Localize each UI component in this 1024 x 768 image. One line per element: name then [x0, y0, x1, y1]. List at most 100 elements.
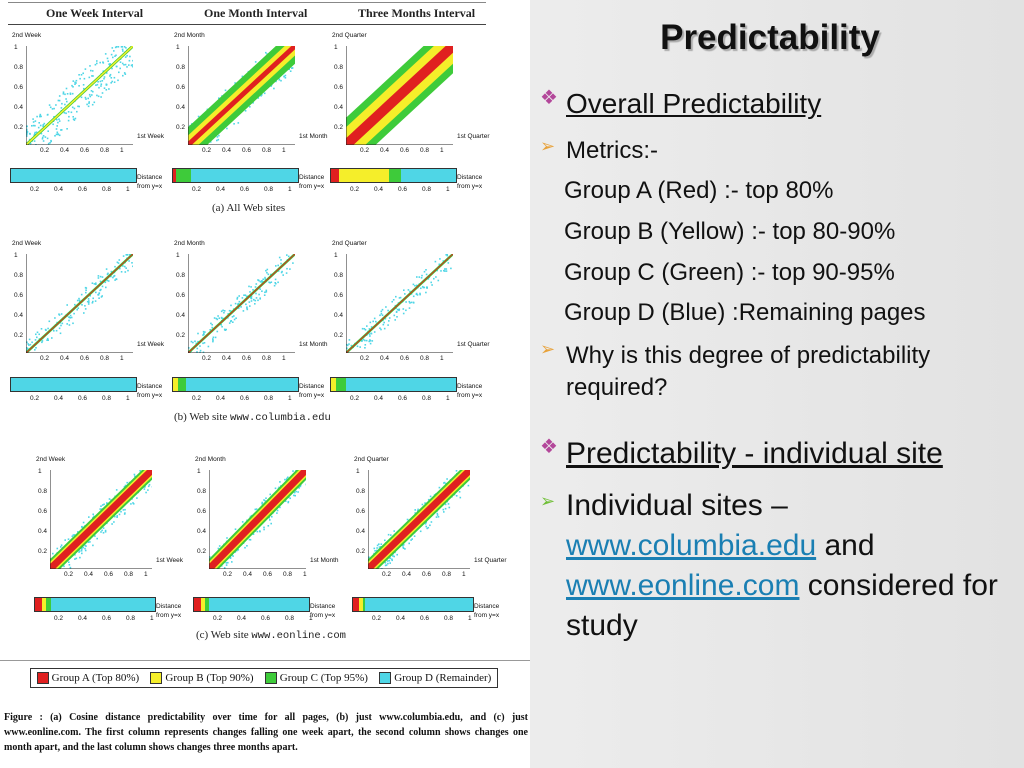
scatter-point: [190, 340, 193, 343]
scatter-point: [107, 60, 109, 62]
scatter-point: [279, 506, 281, 509]
strip-label: from y=x: [299, 183, 325, 190]
scatter-point: [293, 494, 295, 497]
strip-tick-label: 1: [126, 395, 130, 402]
scatter-point: [361, 340, 363, 342]
y-tick-label: 0.4: [356, 528, 366, 535]
scatter-point: [243, 294, 245, 296]
bullet-individual-site: ❖ Predictability - individual site: [540, 437, 943, 471]
group-a-line: Group A (Red) :- top 80%: [564, 177, 834, 204]
scatter-point: [84, 305, 86, 307]
strip-label: from y=x: [310, 612, 336, 619]
y-tick-label: 0.2: [14, 332, 24, 339]
scatter-point: [402, 546, 404, 549]
y-axis-label: 2nd Month: [195, 456, 226, 463]
scatter-point: [295, 490, 297, 493]
x-tick-label: 0.6: [422, 571, 432, 578]
scatter-point: [122, 509, 125, 511]
y-tick-label: 1: [334, 252, 338, 259]
scatter-point: [34, 120, 37, 122]
scatter-point: [415, 284, 418, 287]
scatter-point: [77, 105, 79, 108]
scatter-point: [217, 138, 220, 141]
y-axis-label: 2nd Quarter: [354, 456, 389, 463]
scatter-point: [74, 303, 76, 306]
scatter-point: [81, 552, 83, 555]
scatter-point: [90, 90, 93, 92]
scatter-point: [81, 526, 83, 528]
scatter-point: [423, 270, 426, 273]
scatter-point: [399, 296, 402, 299]
y-axis-label: 2nd Week: [36, 456, 66, 463]
legend-swatch-green: [264, 672, 277, 684]
scatter-point: [68, 561, 70, 563]
scatter-point: [71, 535, 74, 538]
x-tick-label: 0.6: [242, 355, 252, 362]
x-tick-label: 0.8: [100, 147, 110, 154]
scatter-point: [134, 475, 136, 478]
strip-segment: [359, 598, 363, 611]
diagonal-band: [188, 254, 295, 353]
scatter-point: [111, 67, 113, 70]
scatter-point: [397, 308, 399, 311]
scatter-point: [204, 331, 206, 333]
scatter-point: [278, 79, 281, 81]
strip-segment: [194, 598, 201, 611]
eonline-link[interactable]: www.eonline.com: [566, 569, 800, 602]
scatter-point: [56, 125, 58, 127]
scatter-point: [388, 317, 391, 319]
scatter-point: [38, 333, 40, 336]
scatter-point: [53, 107, 55, 110]
scatter-point: [130, 64, 133, 67]
scatter-point: [72, 80, 75, 82]
scatter-point: [26, 349, 28, 351]
strip-segment: [45, 598, 51, 611]
scatter-point: [78, 299, 81, 302]
scatter-point: [225, 562, 228, 564]
scatter-point: [68, 324, 71, 326]
columbia-link[interactable]: www.columbia.edu: [566, 529, 817, 562]
y-tick-label: 0.6: [14, 292, 24, 299]
arrow-bullet-icon: ➢: [540, 339, 556, 359]
scatter-point: [373, 547, 376, 550]
scatter-point: [113, 275, 115, 278]
bullet-sites: ➢ Individual sites – www.columbia.edu an…: [540, 486, 1016, 646]
scatter-point: [104, 281, 107, 284]
strip-label: from y=x: [156, 612, 182, 619]
scatter-point: [87, 303, 90, 305]
scatter-point: [72, 322, 74, 325]
scatter-point: [107, 280, 110, 282]
scatter-point: [252, 102, 254, 104]
scatter-point: [31, 341, 33, 344]
scatter-point: [108, 88, 110, 90]
scatter-point: [402, 544, 404, 547]
y-tick-label: 0.8: [176, 272, 186, 279]
strip-tick-label: 0.8: [444, 615, 454, 622]
scatter-point: [76, 110, 78, 113]
y-tick-label: 0.8: [356, 488, 366, 495]
strip-tick-label: 1: [288, 395, 292, 402]
scatter-point: [279, 481, 281, 483]
bullet-individual-site-text: Predictability - individual site: [566, 437, 943, 470]
scatter-point: [123, 64, 125, 66]
scatter-point: [29, 142, 32, 145]
scatter-point: [412, 283, 415, 286]
strip-label: from y=x: [457, 183, 483, 190]
scatter-point: [209, 141, 212, 143]
strip-segment: [35, 598, 43, 611]
strip-segment: [338, 169, 389, 182]
legend-label-c: Group C (Top 95%): [279, 672, 368, 684]
scatter-point: [80, 96, 83, 99]
scatter-point: [84, 286, 87, 289]
y-tick-label: 1: [176, 44, 180, 51]
scatter-point: [346, 343, 348, 346]
x-tick-label: 1: [282, 355, 286, 362]
scatter-point: [74, 558, 76, 560]
group-d-line: Group D (Blue) :Remaining pages: [564, 299, 926, 326]
scatter-point: [64, 103, 66, 106]
scatter-point: [217, 547, 220, 550]
scatter-point: [65, 112, 67, 115]
scatter-point: [48, 104, 51, 106]
scatter-point: [132, 265, 133, 268]
scatter-point: [376, 544, 379, 547]
